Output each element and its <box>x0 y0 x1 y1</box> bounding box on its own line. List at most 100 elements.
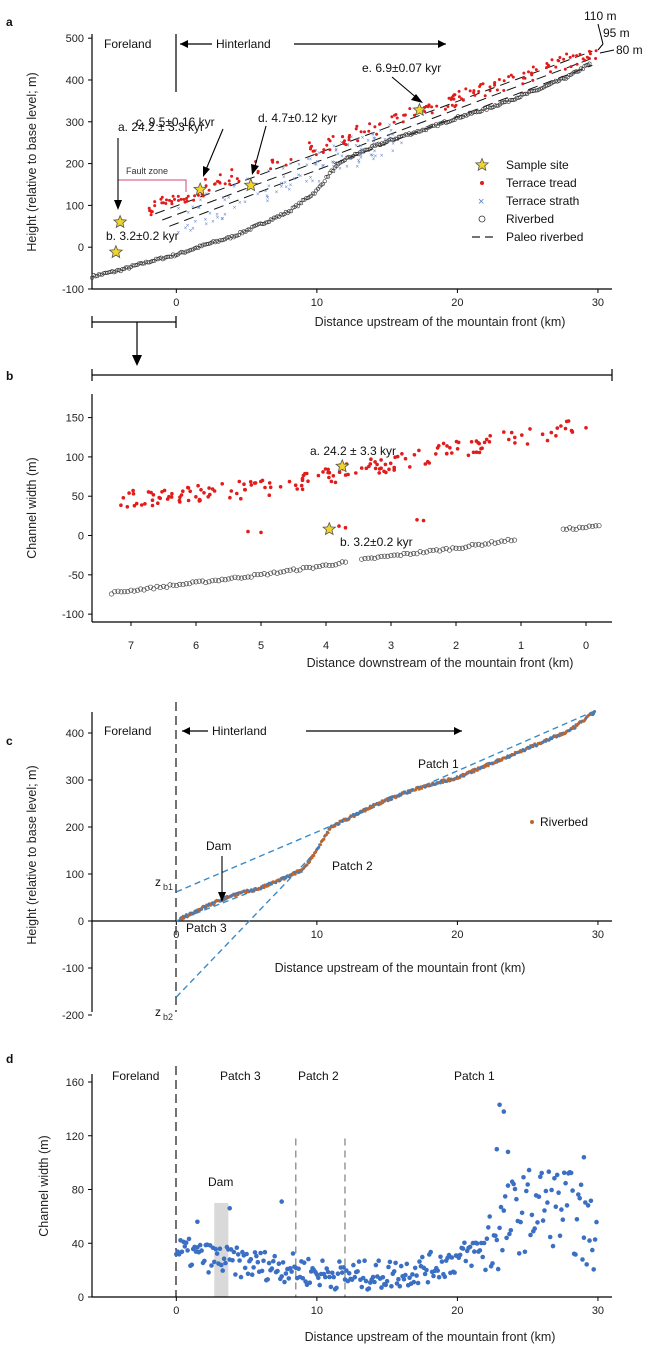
terrace-tread-point <box>509 73 513 77</box>
x-tick-label: 7 <box>128 640 134 652</box>
channel-width-point <box>536 1194 542 1199</box>
terrace-tread-point <box>545 438 550 443</box>
terrace-tread-point <box>134 501 139 506</box>
riverbed-point <box>109 591 115 597</box>
channel-width-point <box>213 1246 218 1252</box>
paleo-riverbed-line <box>155 50 593 215</box>
channel-width-point <box>389 1284 394 1289</box>
channel-width-point <box>219 1262 224 1268</box>
pointer <box>597 43 604 51</box>
riverbed-point <box>260 222 265 227</box>
strath-point: × <box>372 136 376 142</box>
riverbed-point <box>167 254 172 259</box>
terrace-tread-point <box>131 488 135 493</box>
channel-width-point <box>549 1187 554 1193</box>
terrace-tread-point <box>169 495 174 499</box>
channel-width-point <box>460 1246 466 1251</box>
channel-width-point <box>438 1254 443 1260</box>
channel-width-point <box>481 1240 487 1246</box>
strath-point: × <box>391 149 395 155</box>
terrace-tread-point <box>575 54 579 58</box>
strath-point: × <box>313 162 317 168</box>
terrace-tread-point <box>307 141 311 145</box>
terrace-tread-point <box>417 448 421 453</box>
riverbed-point <box>310 565 316 571</box>
y-tick-label: 100 <box>66 869 84 881</box>
strath-point: × <box>285 185 289 191</box>
channel-width-point <box>498 1204 504 1210</box>
channel-width-point <box>540 1218 546 1223</box>
channel-width-point <box>334 1285 339 1291</box>
riverbed-point <box>144 585 150 591</box>
terrace-tread-point <box>295 487 300 491</box>
y-tick-label: 100 <box>66 200 84 212</box>
strath-point: × <box>233 205 237 211</box>
strath-point: × <box>356 165 360 171</box>
terrace-tread-point <box>554 65 558 69</box>
terrace-tread-point <box>375 132 379 136</box>
riverbed-point <box>362 555 368 561</box>
panel-connector <box>91 316 613 381</box>
y-tick-label: 200 <box>66 159 84 171</box>
strath-point: × <box>305 163 309 169</box>
strath-point: × <box>280 182 284 188</box>
terrace-tread-point <box>149 213 153 217</box>
riverbed-point <box>381 553 387 559</box>
strath-point: × <box>199 198 203 204</box>
strath-point: × <box>266 196 270 202</box>
riverbed-point <box>437 121 442 126</box>
sample-b-label: b. 3.2±0.2 kyr <box>106 229 179 243</box>
terrace-tread-point <box>388 461 393 466</box>
terrace-tread-point <box>382 469 386 474</box>
terrace-tread-point <box>186 498 191 503</box>
strath-point: × <box>388 123 392 129</box>
terrace-tread-point <box>373 460 377 464</box>
riverbed-point <box>573 726 577 730</box>
terrace-tread-point <box>314 153 318 157</box>
riverbed-point <box>336 561 342 567</box>
channel-width-point <box>580 1257 585 1262</box>
terrace-tread-point <box>443 107 447 111</box>
sample-a-label: a. 24.2 ± 3.3 kyr <box>118 120 204 134</box>
terrace-tread-point <box>179 493 184 497</box>
terrace-tread-point <box>256 171 260 175</box>
riverbed-point <box>307 564 313 570</box>
channel-width-point <box>323 1274 328 1280</box>
terrace-tread-point <box>583 59 587 62</box>
zb1-label: z <box>155 875 161 889</box>
strath-point: × <box>282 167 286 173</box>
channel-width-point <box>186 1236 192 1242</box>
riverbed-point <box>365 555 371 561</box>
channel-width-point <box>500 1247 505 1253</box>
strath-point: × <box>247 187 251 193</box>
terrace-tread-point <box>230 174 234 178</box>
y-tick-label: 500 <box>66 33 84 45</box>
riverbed-point <box>288 209 293 214</box>
y-tick-label: 120 <box>66 1131 84 1143</box>
riverbed-point <box>200 907 204 911</box>
riverbed-point <box>271 569 277 575</box>
terrace-tread-point <box>415 518 419 522</box>
arrowhead <box>218 892 226 902</box>
terrace-tread-point <box>487 440 492 444</box>
channel-width-point <box>234 1245 240 1250</box>
strath-point: × <box>391 133 395 139</box>
terrace-tread-point <box>545 66 549 69</box>
channel-width-point <box>502 1194 508 1199</box>
x-tick-label: 10 <box>311 929 323 941</box>
riverbed-point <box>359 556 365 562</box>
arrowhead <box>251 164 259 175</box>
channel-width-point <box>346 1271 352 1276</box>
channel-width-point <box>435 1268 441 1273</box>
channel-width-point <box>557 1233 563 1239</box>
riverbed-point <box>308 860 312 864</box>
riverbed-point <box>324 174 329 179</box>
riverbed-point <box>587 61 592 66</box>
riverbed-point <box>450 118 455 123</box>
riverbed-point <box>131 588 137 594</box>
terrace-tread-point <box>562 57 566 61</box>
terrace-tread-point <box>513 441 517 445</box>
terrace-tread-point <box>483 94 487 98</box>
channel-width-point <box>306 1256 311 1262</box>
riverbed-point <box>494 103 499 108</box>
